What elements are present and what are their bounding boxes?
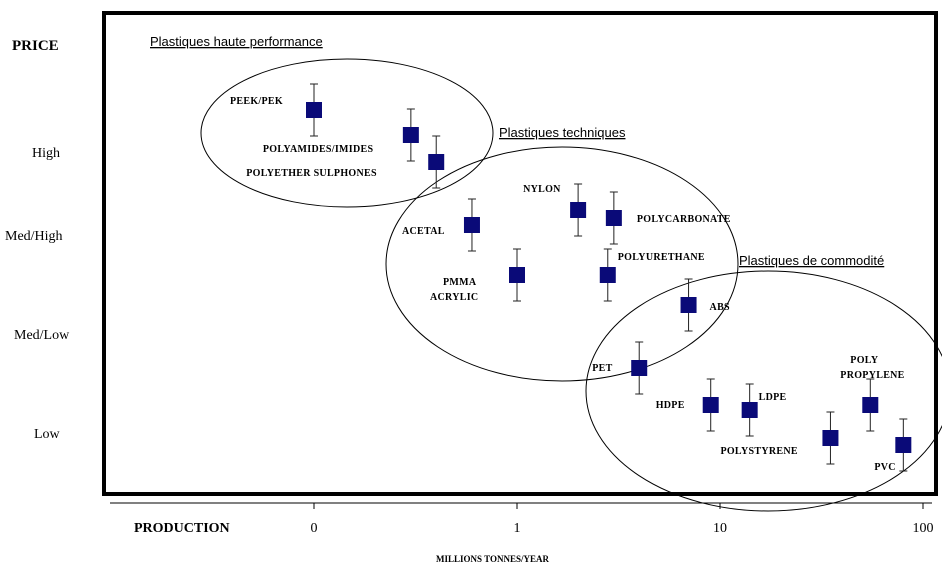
- y-axis-title: PRICE: [12, 38, 59, 54]
- data-marker: [631, 360, 648, 376]
- data-marker: [822, 430, 839, 446]
- data-marker: [862, 397, 879, 413]
- data-point: POLYCARBONATE: [605, 191, 731, 245]
- point-label: PVC: [874, 462, 895, 473]
- data-point: POLYETHER SULPHONES: [246, 135, 445, 189]
- data-marker: [741, 402, 758, 418]
- point-label: POLYCARBONATE: [637, 214, 731, 225]
- point-label: PET: [592, 363, 612, 374]
- point-label: LDPE: [759, 392, 787, 403]
- plot-frame: [102, 11, 938, 496]
- group-ellipse-commodity: [585, 270, 942, 512]
- data-marker: [402, 127, 419, 143]
- group-label-engineering: Plastiques techniques: [499, 125, 626, 140]
- point-label: POLYURETHANE: [618, 252, 705, 263]
- data-marker: [599, 267, 616, 283]
- data-marker: [306, 102, 322, 118]
- x-tick-label: 10: [713, 521, 727, 536]
- data-point: ACETAL: [402, 198, 480, 252]
- data-point: PET: [592, 341, 648, 395]
- y-level-label: High: [32, 146, 60, 161]
- point-label: PEEK/PEK: [230, 96, 283, 107]
- data-point: POLYURETHANE: [599, 248, 705, 302]
- data-point: HDPE: [656, 378, 719, 432]
- point-label: NYLON: [523, 184, 561, 195]
- x-tick-label: 0: [311, 521, 318, 536]
- group-label-high-performance: Plastiques haute performance: [150, 34, 323, 49]
- data-marker: [895, 437, 912, 453]
- data-point: POLYSTYRENE: [720, 411, 839, 465]
- data-marker: [509, 267, 525, 283]
- point-label: POLYETHER SULPHONES: [246, 168, 377, 179]
- group-ellipse-high-performance: [200, 58, 494, 208]
- x-axis-title: PRODUCTION: [134, 521, 230, 536]
- x-axis-unit: MILLIONS TONNES/YEAR: [436, 554, 549, 564]
- point-label: HDPE: [656, 400, 685, 411]
- point-label: POLYSTYRENE: [720, 446, 797, 457]
- point-label: PROPYLENE: [840, 370, 904, 381]
- data-point: NYLON: [523, 183, 587, 237]
- data-marker: [570, 202, 587, 218]
- data-point: PMMA ACRYLIC: [430, 248, 525, 303]
- data-marker: [680, 297, 697, 313]
- y-level-label: Low: [34, 427, 61, 442]
- point-label: ACRYLIC: [430, 292, 478, 303]
- data-marker: [605, 210, 622, 226]
- data-marker: [428, 154, 445, 170]
- x-tick-label: 100: [913, 521, 934, 536]
- data-point: ABS: [680, 278, 730, 332]
- data-marker: [702, 397, 719, 413]
- point-label: PMMA: [443, 277, 477, 288]
- point-label: POLY: [850, 355, 879, 366]
- data-point: PEEK/PEK: [230, 83, 322, 137]
- point-label: ABS: [710, 302, 730, 313]
- data-point: POLY PROPYLENE: [840, 355, 904, 432]
- point-label: POLYAMIDES/IMIDES: [263, 144, 374, 155]
- data-point: LDPE: [741, 383, 787, 437]
- data-point: PVC: [874, 418, 912, 473]
- data-marker: [463, 217, 480, 233]
- x-ticks: 0 1 10 100: [311, 503, 934, 536]
- data-points: PEEK/PEK POLYAMIDES/IMIDES POLYETHER SULPH…: [230, 83, 912, 473]
- point-label: ACETAL: [402, 226, 445, 237]
- data-point: POLYAMIDES/IMIDES: [263, 108, 419, 162]
- group-ellipse-engineering: [385, 146, 739, 382]
- y-level-label: Med/Low: [14, 328, 70, 343]
- group-label-commodity: Plastiques de commodité: [739, 253, 884, 268]
- y-level-label: Med/High: [5, 229, 63, 244]
- x-tick-label: 1: [514, 521, 521, 536]
